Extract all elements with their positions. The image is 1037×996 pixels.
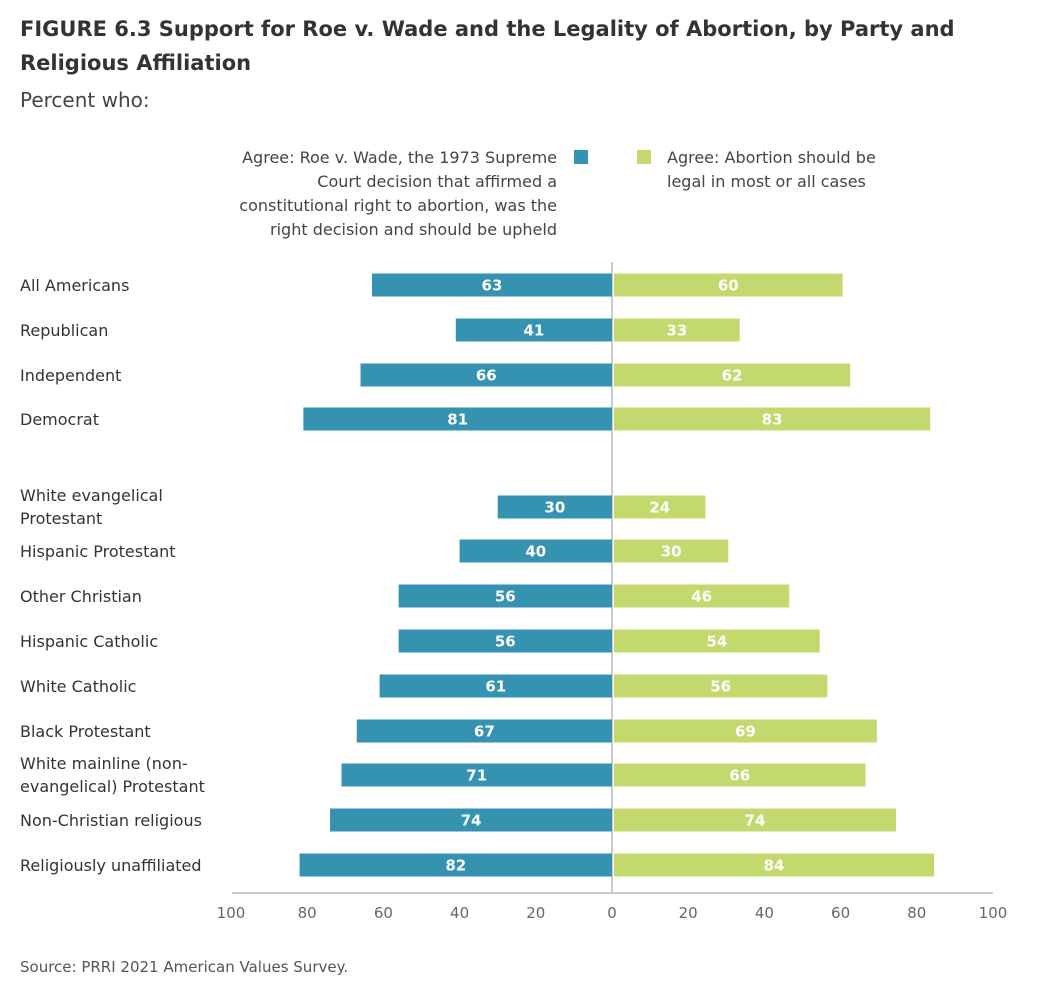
value-label-roe: 74 [461,812,482,830]
category-label: Hispanic Protestant [20,542,176,561]
bar-roe [379,674,612,698]
value-label-roe: 82 [445,857,466,875]
legend-label-legal: Agree: Abortion should be legal in most o… [667,148,876,191]
bar-roe [356,719,612,743]
x-tick-label: 40 [450,904,469,922]
value-label-roe: 56 [495,588,516,606]
x-tick-label: 40 [755,904,774,922]
bar-legal [614,629,820,653]
category-label: All Americans [20,276,129,295]
x-tick-label: 80 [298,904,317,922]
diverging-bar-chart: 63 60 All Americans 41 33 Republican 66 62 Indep… [20,262,1008,922]
category-label: Republican [20,321,108,340]
bar-legal [614,674,828,698]
value-label-roe: 40 [525,543,546,561]
bar-roe [497,495,612,519]
value-label-roe: 56 [495,633,516,651]
value-label-roe: 63 [482,277,503,295]
source-note: Source: PRRI 2021 American Values Survey… [20,958,349,976]
value-label-legal: 84 [764,857,785,875]
x-tick-label: 100 [217,904,246,922]
bar-legal [614,407,931,431]
value-label-legal: 60 [718,277,739,295]
value-label-roe: 67 [474,723,495,741]
bar-roe [459,539,612,563]
bar-roe [341,763,612,787]
value-label-legal: 66 [729,767,750,785]
bar-legal [614,584,790,608]
x-tick-label: 20 [526,904,545,922]
bar-legal [614,539,729,563]
value-label-legal: 30 [661,543,682,561]
bar-legal [614,808,896,832]
bar-legal [614,853,935,877]
category-label: White evangelical [20,486,163,505]
x-tick-label: 20 [679,904,698,922]
value-label-legal: 83 [762,411,783,429]
value-label-legal: 24 [649,499,670,517]
value-label-roe: 61 [485,678,506,696]
category-label: Black Protestant [20,722,151,741]
value-label-legal: 46 [691,588,712,606]
value-label-legal: 69 [735,723,756,741]
category-label: evangelical) Protestant [20,777,205,796]
bar-legal [614,763,866,787]
bar-legal [614,363,851,387]
category-label: Non-Christian religious [20,811,202,830]
bar-legal [614,495,706,519]
category-label: Hispanic Catholic [20,632,158,651]
value-label-legal: 54 [706,633,727,651]
chart-subtitle: Percent who: [20,88,150,112]
value-label-legal: 33 [666,322,687,340]
bar-legal [614,318,740,342]
value-label-roe: 30 [544,499,565,517]
value-label-legal: 56 [710,678,731,696]
x-tick-label: 0 [607,904,617,922]
bar-legal [614,719,877,743]
category-label: Protestant [20,509,102,528]
value-label-roe: 81 [447,411,468,429]
category-label: Religiously unaffiliated [20,856,202,875]
category-label: White Catholic [20,677,136,696]
bar-roe [330,808,612,832]
category-label: Democrat [20,410,99,429]
bar-roe [398,584,612,608]
x-tick-label: 60 [374,904,393,922]
category-label: Other Christian [20,587,142,606]
x-tick-label: 80 [907,904,926,922]
legend-label-roe: Agree: Roe v. Wade, the 1973 Supreme Cour… [239,148,557,239]
value-label-roe: 66 [476,367,497,385]
bar-roe [360,363,612,387]
value-label-legal: 62 [722,367,743,385]
legend-entry-legal: Agree: Abortion should be legal in most o… [667,146,967,194]
value-label-roe: 41 [523,322,544,340]
bar-roe [455,318,612,342]
value-label-legal: 74 [745,812,766,830]
value-label-roe: 71 [466,767,487,785]
bar-roe [303,407,612,431]
legend-entry-roe: Agree: Roe v. Wade, the 1973 Supreme Cour… [200,146,557,242]
bar-roe [299,853,612,877]
legend-swatch-legal [637,150,651,164]
bar-legal [614,273,843,297]
legend-swatch-roe [574,150,588,164]
bar-roe [398,629,612,653]
x-tick-label: 100 [979,904,1008,922]
chart-title: FIGURE 6.3 Support for Roe v. Wade and t… [20,17,955,75]
bar-roe [371,273,612,297]
x-tick-label: 60 [831,904,850,922]
category-label: White mainline (non- [20,754,188,773]
category-label: Independent [20,366,121,385]
